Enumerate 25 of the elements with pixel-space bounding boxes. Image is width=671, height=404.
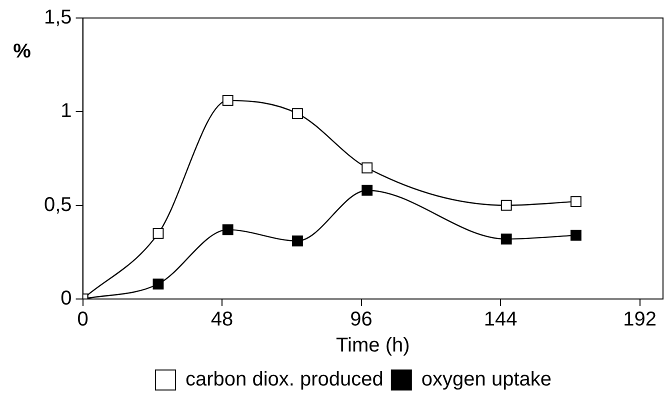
point — [152, 278, 164, 290]
y-tick-label: 0,5 — [44, 194, 72, 216]
point — [292, 235, 303, 246]
x-tick-label: 144 — [484, 308, 518, 331]
x-tick-label: 96 — [350, 308, 372, 331]
x-tick-label: 0 — [77, 308, 88, 331]
y-tick-label: 0 — [60, 288, 72, 310]
x-axis-title: Time (h) — [336, 334, 410, 357]
y-axis-title: % — [13, 40, 32, 63]
legend-label: oxygen uptake — [421, 368, 552, 391]
point — [570, 196, 582, 208]
y-tick-label: 1 — [60, 100, 72, 122]
y-tick-label: 1,5 — [44, 6, 72, 29]
x-tick-label: 48 — [210, 308, 234, 331]
legend-label: carbon diox. produced — [185, 368, 384, 391]
point — [292, 108, 303, 119]
point — [152, 228, 164, 239]
point — [362, 184, 373, 196]
point — [222, 94, 234, 106]
point — [500, 234, 512, 245]
x-tick-label: 192 — [623, 308, 656, 331]
point — [500, 200, 512, 211]
point — [570, 230, 582, 241]
point — [222, 224, 234, 236]
point — [362, 162, 373, 174]
